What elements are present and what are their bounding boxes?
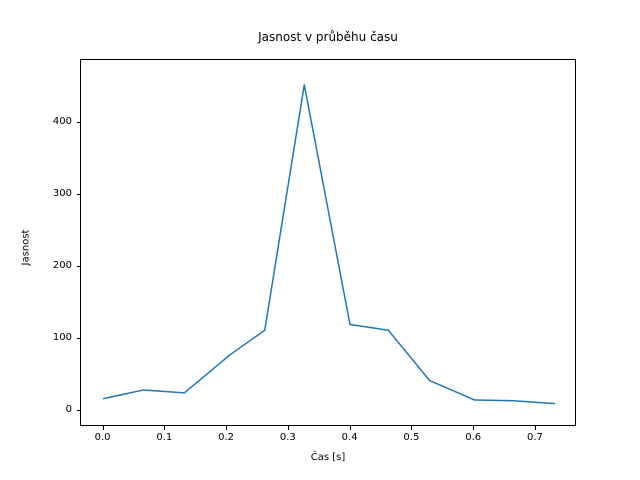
x-tick-label: 0.5 (403, 432, 420, 443)
y-tick-mark (76, 193, 80, 195)
plot-area (80, 59, 576, 426)
x-tick-label: 0.1 (156, 432, 173, 443)
y-tick-mark (76, 121, 80, 123)
y-tick-mark (76, 265, 80, 267)
x-tick-mark (164, 426, 166, 430)
x-tick-mark (534, 426, 536, 430)
x-tick-mark (226, 426, 228, 430)
x-tick-mark (411, 426, 413, 430)
x-tick-mark (102, 426, 104, 430)
x-tick-mark (473, 426, 475, 430)
data-series-line (102, 84, 556, 405)
x-tick-label: 0.4 (341, 432, 358, 443)
line-jasnost (102, 84, 556, 405)
x-tick-label: 0.2 (218, 432, 235, 443)
y-tick-label: 0 (65, 403, 72, 415)
x-tick-mark (349, 426, 351, 430)
x-axis-label: Čas [s] (310, 452, 346, 463)
x-tick-label: 0.7 (526, 432, 543, 443)
y-tick-label: 100 (52, 331, 72, 343)
y-tick-label: 300 (52, 187, 72, 199)
x-tick-mark (287, 426, 289, 430)
page-title: Jasnost v průběhu času (258, 30, 398, 44)
x-tick-label: 0.3 (279, 432, 296, 443)
y-tick-label: 400 (52, 115, 72, 127)
y-tick-label: 200 (52, 259, 72, 271)
y-tick-mark (76, 409, 80, 411)
x-tick-label: 0.6 (465, 432, 482, 443)
x-tick-label: 0.0 (94, 432, 111, 443)
y-tick-mark (76, 337, 80, 339)
y-axis-label: Jasnost (20, 229, 32, 266)
